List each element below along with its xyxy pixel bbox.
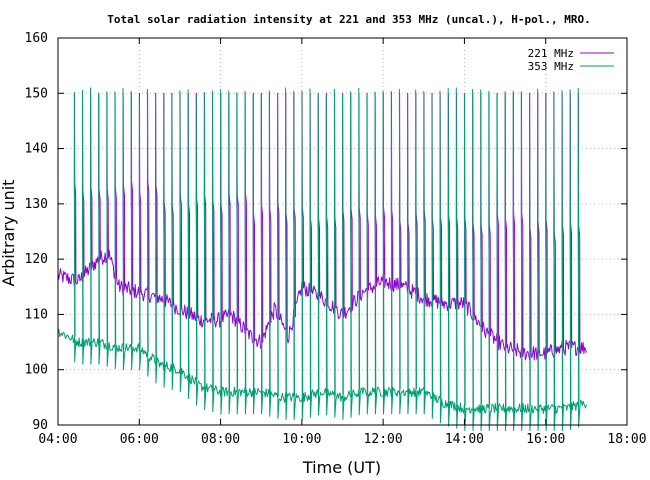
x-tick-label: 10:00 xyxy=(282,432,321,447)
x-tick-label: 14:00 xyxy=(445,432,484,447)
x-tick-label: 12:00 xyxy=(364,432,403,447)
x-tick-label: 06:00 xyxy=(120,432,159,447)
y-tick-label: 90 xyxy=(32,418,48,433)
x-tick-label: 18:00 xyxy=(607,432,646,447)
y-tick-label: 120 xyxy=(25,252,48,267)
y-ticks: 90 100 110 120 130 140 150 160 xyxy=(25,31,627,433)
x-tick-label: 16:00 xyxy=(526,432,565,447)
y-tick-label: 100 xyxy=(25,363,48,378)
series-layer xyxy=(57,87,587,431)
y-tick-label: 130 xyxy=(25,197,48,212)
y-axis-label: Arbitrary unit xyxy=(0,180,18,287)
series-line-221-mhz xyxy=(57,92,587,361)
x-tick-label: 08:00 xyxy=(201,432,240,447)
y-tick-label: 140 xyxy=(25,142,48,157)
x-axis-label: Time (UT) xyxy=(302,458,381,477)
y-tick-label: 150 xyxy=(25,86,48,101)
x-tick-label: 04:00 xyxy=(38,432,77,447)
legend-label: 221 MHz xyxy=(528,47,574,60)
x-ticks: 04:00 06:00 08:00 10:00 12:00 14:00 16:00 18:00 xyxy=(38,38,647,447)
y-tick-label: 110 xyxy=(25,307,48,322)
plot-area xyxy=(57,37,628,426)
series-line-353-mhz xyxy=(57,87,587,431)
chart-title: Total solar radiation intensity at 221 a… xyxy=(107,13,590,26)
y-tick-label: 160 xyxy=(25,31,48,46)
legend-label: 353 MHz xyxy=(528,60,574,73)
